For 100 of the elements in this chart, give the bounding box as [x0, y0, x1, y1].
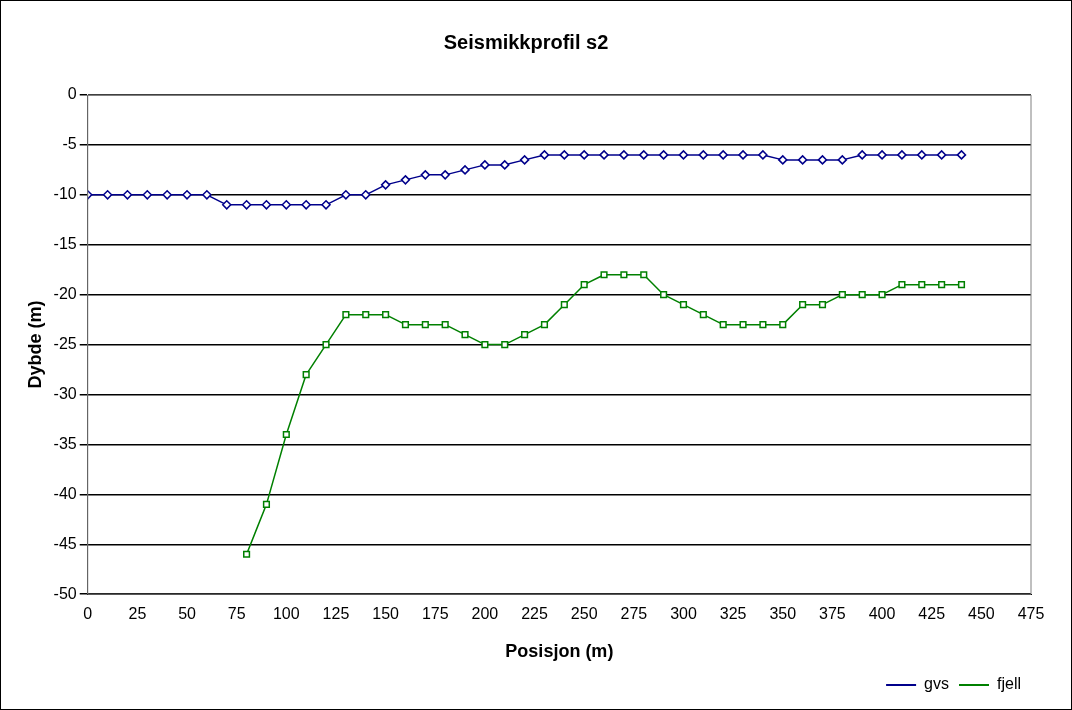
y-tick-label: -20: [53, 285, 77, 303]
x-tick-label: 150: [372, 605, 400, 623]
y-tick-label: -15: [53, 235, 77, 253]
point: [956, 150, 967, 160]
x-tick-label: 425: [918, 605, 946, 623]
point: [182, 190, 192, 200]
point: [917, 150, 927, 160]
point: [639, 150, 649, 160]
point: [718, 150, 728, 160]
point: [818, 301, 827, 309]
point: [380, 180, 391, 190]
point: [539, 150, 550, 160]
x-tick-label: 300: [670, 605, 697, 623]
point: [559, 150, 570, 160]
point: [401, 321, 410, 329]
legend-label: fjell: [996, 675, 1022, 693]
point: [739, 321, 747, 329]
point: [719, 321, 727, 329]
legend-label: gvs: [924, 675, 949, 693]
point: [699, 311, 707, 319]
point: [620, 271, 628, 279]
point: [758, 150, 768, 160]
point: [342, 311, 350, 319]
point: [957, 281, 966, 289]
x-tick-label: 0: [83, 605, 93, 623]
point: [302, 370, 310, 379]
x-tick-label: 250: [570, 605, 598, 623]
point: [301, 200, 311, 210]
point: [877, 150, 887, 160]
x-tick-label: 325: [719, 605, 747, 623]
point: [857, 150, 867, 160]
y-tick-label: -50: [53, 584, 77, 602]
point: [640, 271, 648, 279]
point: [461, 331, 469, 339]
point: [938, 281, 946, 289]
x-tick-label: 200: [471, 605, 499, 623]
x-tick-label: 75: [227, 605, 246, 623]
point: [360, 190, 371, 200]
point: [660, 291, 668, 299]
point: [282, 430, 290, 439]
x-tick-label: 375: [819, 605, 846, 623]
point: [878, 291, 886, 299]
point: [519, 155, 530, 165]
point: [281, 200, 292, 210]
point: [243, 550, 251, 558]
point: [679, 301, 688, 309]
y-tick-label: -25: [53, 335, 77, 353]
point: [837, 155, 848, 165]
point: [580, 281, 588, 289]
point: [698, 150, 709, 160]
point: [421, 321, 429, 329]
x-tick-label: 450: [968, 605, 995, 623]
point: [619, 150, 629, 160]
point: [241, 200, 252, 210]
point: [858, 291, 866, 299]
point: [481, 341, 489, 349]
x-tick-label: 100: [272, 605, 300, 623]
x-tick-label: 225: [521, 605, 548, 623]
point: [102, 190, 113, 200]
x-tick-label: 400: [868, 605, 896, 623]
point: [441, 321, 449, 329]
point: [480, 160, 490, 170]
chart-title: Seismikkprofil s2: [443, 30, 609, 53]
point: [897, 150, 907, 160]
point: [579, 150, 589, 160]
point: [600, 271, 608, 279]
point: [521, 331, 529, 339]
point: [838, 291, 846, 299]
point: [420, 170, 431, 180]
x-tick-label: 25: [128, 605, 147, 623]
x-tick-label: 350: [769, 605, 797, 623]
point: [500, 160, 510, 170]
point: [202, 190, 212, 200]
point: [540, 321, 549, 329]
point: [122, 190, 133, 200]
point: [162, 190, 172, 200]
point: [341, 190, 351, 200]
y-tick-label: -40: [53, 484, 77, 502]
point: [817, 155, 828, 165]
y-tick-label: -30: [53, 384, 77, 402]
point: [918, 281, 926, 289]
x-axis-title: Posisjon (m): [505, 641, 614, 662]
point: [321, 200, 331, 210]
point: [261, 200, 272, 210]
point: [678, 150, 689, 160]
point: [400, 175, 411, 185]
point: [142, 190, 153, 200]
y-tick-label: -45: [53, 534, 77, 552]
x-tick-label: 175: [421, 605, 449, 623]
point: [799, 301, 807, 309]
x-tick-label: 125: [322, 605, 350, 623]
point: [738, 150, 748, 160]
point: [322, 341, 330, 349]
y-tick-label: -5: [62, 135, 77, 153]
point: [599, 150, 609, 160]
point: [779, 321, 787, 329]
point: [501, 341, 509, 349]
point: [382, 311, 390, 319]
point: [778, 155, 788, 165]
point: [262, 500, 271, 508]
